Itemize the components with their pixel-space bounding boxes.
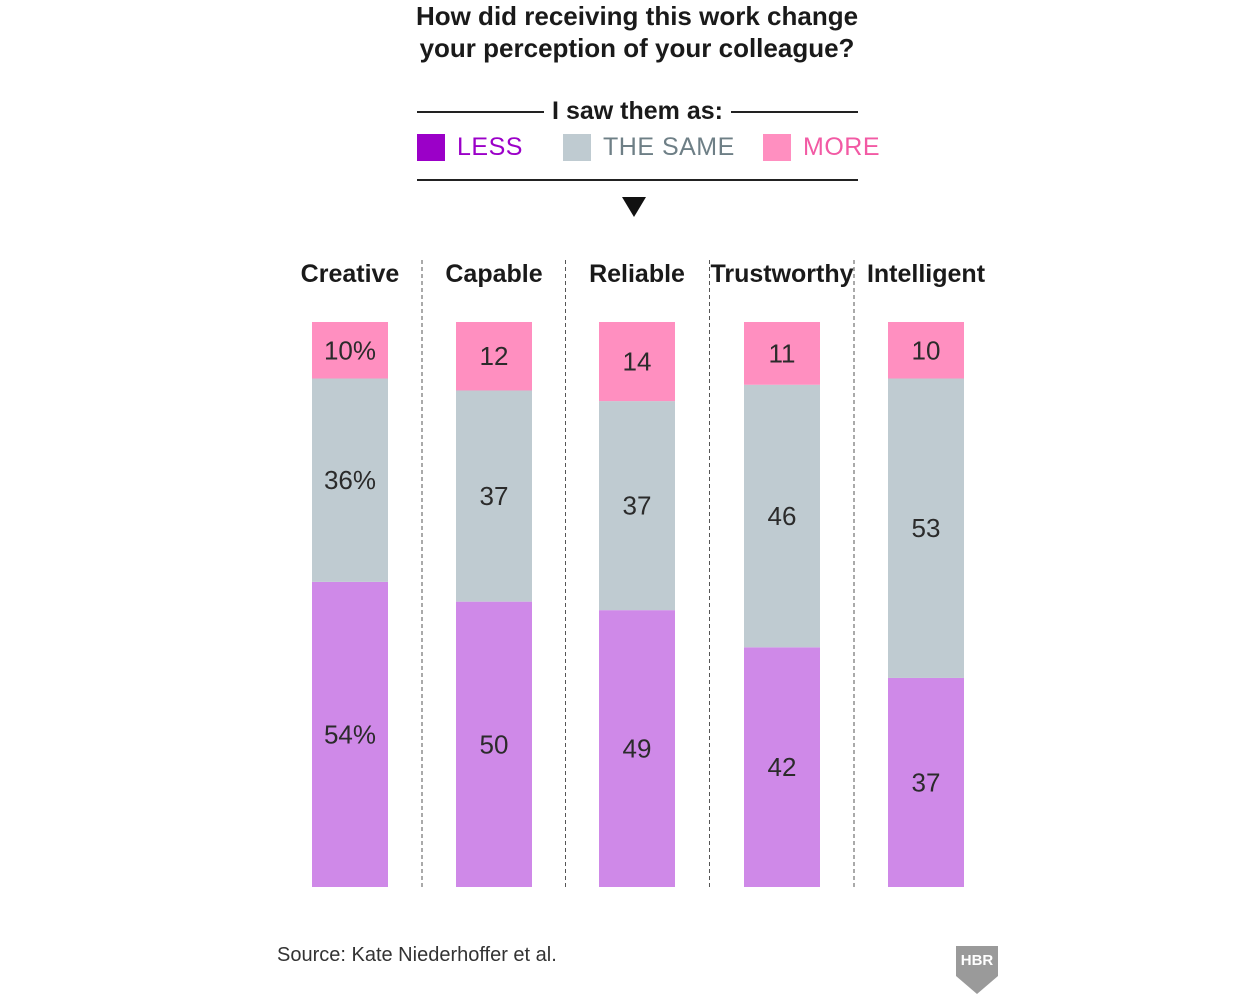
chart-title-line-1: How did receiving this work change [415, 1, 859, 31]
legend-rule-right [727, 111, 858, 113]
bar-segment [456, 322, 532, 391]
bar-segment [456, 390, 532, 602]
bar-segment [744, 322, 820, 385]
bar-segment [456, 601, 532, 887]
down-arrow-icon [622, 197, 646, 217]
legend-heading: I saw them as: [417, 96, 858, 126]
data-label: 37 [623, 491, 652, 521]
data-label: 49 [623, 734, 652, 764]
data-label: 42 [768, 752, 797, 782]
data-label: 37 [480, 481, 509, 511]
data-label: 53 [912, 513, 941, 543]
data-label: 36% [324, 465, 376, 495]
data-label: 12 [480, 341, 509, 371]
category-label: Creative [301, 260, 400, 288]
data-label: 10% [324, 335, 376, 365]
bar-segment [312, 581, 388, 887]
bar-segment [312, 378, 388, 582]
hbr-logo: HBR [956, 946, 998, 994]
bar-segment [888, 322, 964, 379]
bar-segment [599, 322, 675, 402]
legend-heading-text: I saw them as: [544, 97, 731, 125]
category-label: Capable [445, 260, 542, 288]
legend-swatch-same [563, 133, 591, 161]
legend-swatch-more [763, 133, 791, 161]
legend-label-more: MORE [803, 132, 880, 161]
legend-item-less: LESS [417, 132, 523, 162]
data-label: 11 [769, 338, 796, 368]
hbr-logo-shield [956, 946, 998, 994]
data-label: 37 [912, 767, 941, 797]
data-label: 46 [768, 501, 797, 531]
source-note: Source: Kate Niederhoffer et al. [277, 944, 557, 966]
legend-item-more: MORE [763, 132, 880, 162]
chart-title-line-2: your perception of your colleague? [419, 33, 855, 63]
category-label: Intelligent [867, 260, 986, 288]
hbr-logo-text: HBR [961, 952, 994, 969]
category-label: Reliable [589, 260, 685, 288]
category-label: Trustworthy [710, 260, 853, 288]
legend-item-same: THE SAME [563, 132, 735, 162]
legend-label-less: LESS [457, 132, 523, 161]
bar-segment [888, 378, 964, 678]
data-label: 50 [480, 729, 509, 759]
data-label: 14 [623, 347, 652, 377]
bar-segment [599, 610, 675, 887]
bar-segment [312, 322, 388, 379]
bar-segment [888, 677, 964, 887]
chart-title: How did receiving this work change your … [0, 0, 1258, 64]
bar-segment [744, 647, 820, 887]
legend-bottom-rule [417, 179, 858, 181]
data-label: 10 [912, 335, 941, 365]
legend-swatch-less [417, 133, 445, 161]
bar-segment [744, 384, 820, 648]
data-label: 54% [324, 719, 376, 749]
legend-label-same: THE SAME [603, 132, 735, 161]
bar-segment [599, 401, 675, 611]
legend-rule-left [417, 111, 548, 113]
